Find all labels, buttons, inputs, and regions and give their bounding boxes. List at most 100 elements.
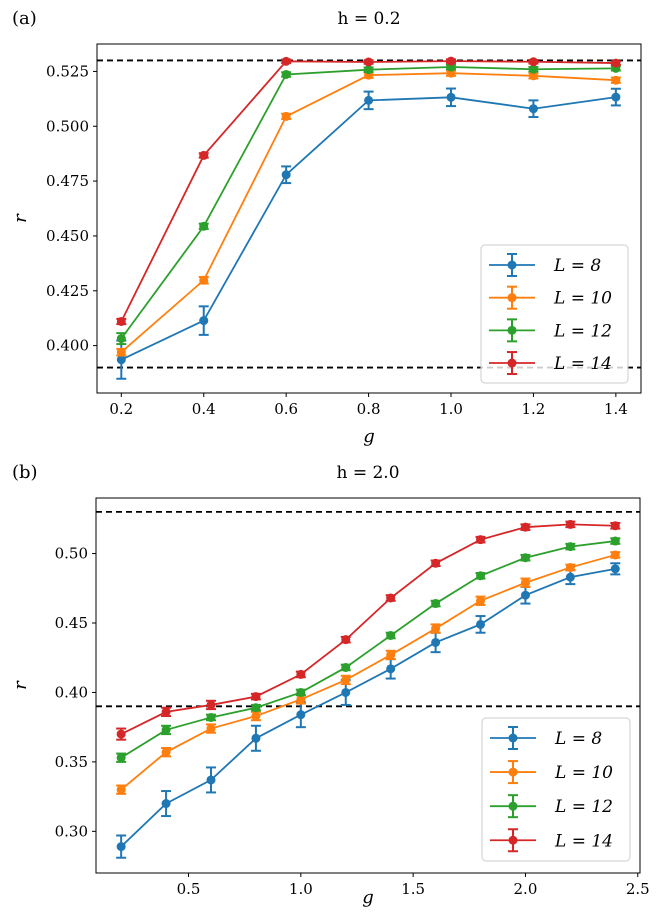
x-tick-label: 1.5 (401, 880, 425, 898)
data-point (520, 590, 530, 600)
data-point (364, 57, 374, 67)
data-point (199, 150, 209, 160)
legend-item: L = 14 (490, 828, 613, 853)
x-tick-label: 2.0 (514, 880, 538, 898)
series-line (120, 567, 616, 848)
data-point (251, 692, 261, 702)
x-axis-label: g (363, 426, 375, 447)
data-point (610, 550, 620, 560)
data-point (565, 542, 575, 552)
y-tick-label: 0.500 (46, 117, 89, 135)
data-point (528, 57, 538, 67)
data-point (199, 316, 209, 326)
data-point (281, 69, 291, 79)
data-point (386, 664, 396, 674)
data-point (206, 712, 216, 722)
legend-marker (508, 835, 518, 845)
y-tick-label: 0.425 (46, 282, 89, 300)
y-tick-label: 0.525 (46, 62, 89, 80)
data-point (116, 347, 126, 357)
data-point (446, 92, 456, 102)
y-tick-label: 0.30 (55, 822, 88, 840)
series-l12 (116, 62, 621, 346)
data-point (296, 669, 306, 679)
data-point (565, 572, 575, 582)
data-point (610, 536, 620, 546)
legend-item: L = 8 (490, 726, 602, 750)
legend-item: L = 10 (490, 760, 613, 785)
legend-item: L = 10 (489, 285, 612, 310)
data-point (528, 104, 538, 114)
data-point (446, 56, 456, 66)
data-point (611, 92, 621, 102)
data-point (161, 799, 171, 809)
data-point (476, 619, 486, 629)
legend-box (481, 717, 631, 862)
data-point (386, 650, 396, 660)
data-point (161, 747, 171, 757)
legend-label: L = 14 (554, 831, 613, 851)
y-tick-label: 0.40 (55, 683, 88, 701)
data-point (610, 564, 620, 574)
chart-panel-b: (b) h = 2.0 0.5 1.0 1.5 2.0 2.5 0.30 0.35 0.40 0.4… (10, 462, 650, 908)
data-point (199, 275, 209, 285)
x-tick-label: 1.0 (439, 400, 463, 418)
data-point (281, 111, 291, 121)
x-tick-label: 0.4 (192, 400, 216, 418)
chart-panel-a: (a) h = 0.2 0.2 0.4 0.6 0.8 1.0 1.2 1.4 0.400 0.42… (10, 8, 642, 447)
x-tick-label: 1.0 (289, 880, 313, 898)
data-point (565, 562, 575, 572)
data-point (476, 571, 486, 581)
data-point (611, 58, 621, 68)
data-point (281, 170, 291, 180)
plot-area (116, 56, 621, 380)
data-point (341, 662, 351, 672)
legend-marker (507, 358, 517, 368)
legend-marker (508, 733, 518, 743)
data-point (520, 553, 530, 563)
x-tick-label: 0.2 (109, 400, 133, 418)
data-point (431, 637, 441, 647)
data-point (476, 596, 486, 606)
data-point (116, 785, 126, 795)
axes-frame (95, 497, 641, 874)
legend-item: L = 8 (489, 253, 601, 277)
x-tick-label: 2.5 (626, 880, 650, 898)
legend-item: L = 14 (489, 351, 612, 376)
panel-label: (a) (12, 8, 37, 29)
data-point (206, 775, 216, 785)
x-tick-label: 0.8 (357, 400, 381, 418)
data-point (296, 694, 306, 704)
legend-label: L = 12 (554, 797, 613, 817)
data-point (528, 64, 538, 74)
data-point (296, 710, 306, 720)
data-point (251, 711, 261, 721)
series-l8 (116, 87, 621, 380)
legend-label: L = 8 (553, 256, 601, 276)
data-point (251, 703, 261, 713)
panel-label: (b) (12, 462, 38, 483)
x-tick-label: 1.2 (522, 400, 546, 418)
data-point (116, 729, 126, 739)
plot-area (116, 519, 621, 859)
y-axis-label: r (10, 213, 31, 223)
data-point (341, 687, 351, 697)
data-point (520, 578, 530, 588)
data-point (528, 71, 538, 81)
x-axis-label: g (362, 887, 374, 908)
y-tick-label: 0.45 (55, 614, 88, 632)
legend-marker (507, 260, 517, 270)
data-point (520, 522, 530, 532)
y-tick-label: 0.50 (55, 545, 88, 563)
y-tick-label: 0.400 (46, 337, 89, 355)
series-l14 (116, 56, 621, 326)
data-point (565, 519, 575, 529)
legend-label: L = 10 (553, 289, 612, 309)
legend-label: L = 14 (553, 354, 612, 374)
data-point (116, 355, 126, 365)
data-point (281, 56, 291, 66)
legend-marker (507, 293, 517, 303)
data-point (431, 558, 441, 568)
data-point (476, 535, 486, 545)
